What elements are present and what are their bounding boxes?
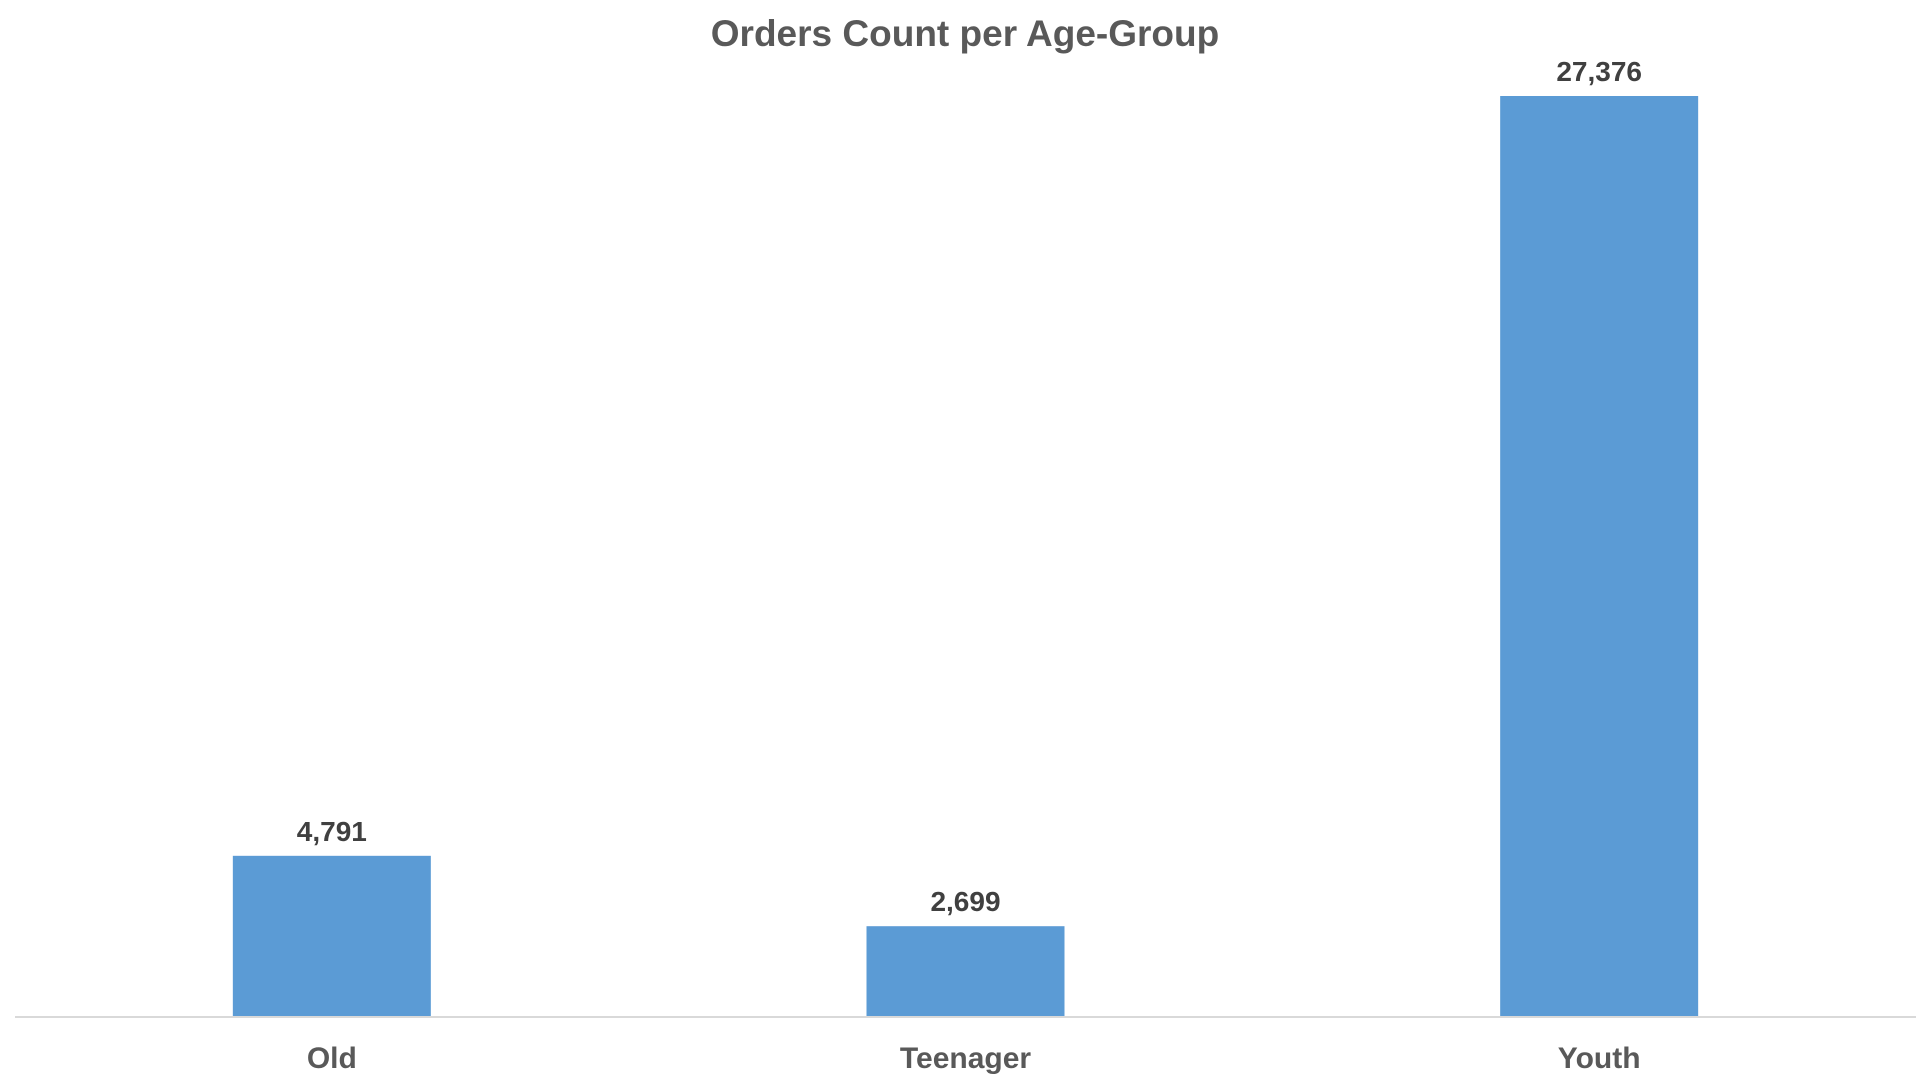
category-label-old: Old [307, 1042, 357, 1075]
data-label-old: 4,791 [297, 816, 367, 847]
bar-teenager [866, 926, 1065, 1017]
data-labels-group: 4,791 2,699 27,376 [297, 56, 1642, 917]
bar-youth [1500, 96, 1699, 1017]
category-labels-group: Old Teenager Youth [307, 1042, 1641, 1075]
bars-group [232, 96, 1699, 1017]
category-label-teenager: Teenager [900, 1042, 1031, 1075]
category-label-youth: Youth [1558, 1042, 1641, 1075]
data-label-youth: 27,376 [1556, 56, 1642, 87]
data-label-teenager: 2,699 [930, 886, 1000, 917]
bar-old [232, 855, 431, 1017]
chart-title: Orders Count per Age-Group [711, 13, 1219, 54]
